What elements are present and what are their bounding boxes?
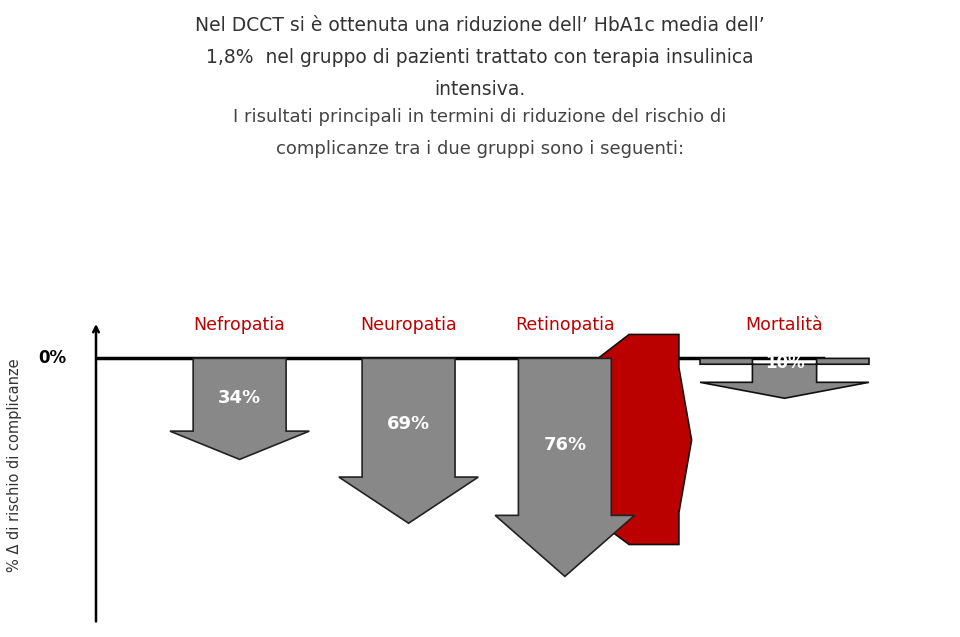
Text: I risultati principali in termini di riduzione del rischio di: I risultati principali in termini di rid… — [233, 108, 727, 126]
Text: Neuropatia: Neuropatia — [360, 317, 457, 334]
Text: 0%: 0% — [38, 349, 66, 368]
Polygon shape — [586, 334, 691, 545]
Text: complicanze tra i due gruppi sono i seguenti:: complicanze tra i due gruppi sono i segu… — [276, 140, 684, 158]
Text: intensiva.: intensiva. — [434, 80, 526, 99]
Text: Nel DCCT si è ottenuta una riduzione dell’ HbA1c media dell’: Nel DCCT si è ottenuta una riduzione del… — [195, 16, 765, 35]
Text: 1,8%  nel gruppo di pazienti trattato con terapia insulinica: 1,8% nel gruppo di pazienti trattato con… — [206, 48, 754, 67]
Text: Retinopatia: Retinopatia — [516, 317, 614, 334]
Text: 34%: 34% — [218, 389, 261, 408]
Polygon shape — [700, 359, 869, 398]
Text: % Δ di rischio di complicanze: % Δ di rischio di complicanze — [7, 358, 22, 572]
Text: 10%: 10% — [765, 354, 804, 371]
Polygon shape — [170, 359, 309, 459]
Polygon shape — [495, 359, 635, 576]
Text: 69%: 69% — [387, 415, 430, 433]
Text: 76%: 76% — [543, 436, 587, 454]
Polygon shape — [339, 359, 478, 523]
Text: Mortalità: Mortalità — [746, 317, 824, 334]
Text: DCCT: DCCT — [756, 233, 838, 261]
Text: Nefropatia: Nefropatia — [194, 317, 285, 334]
